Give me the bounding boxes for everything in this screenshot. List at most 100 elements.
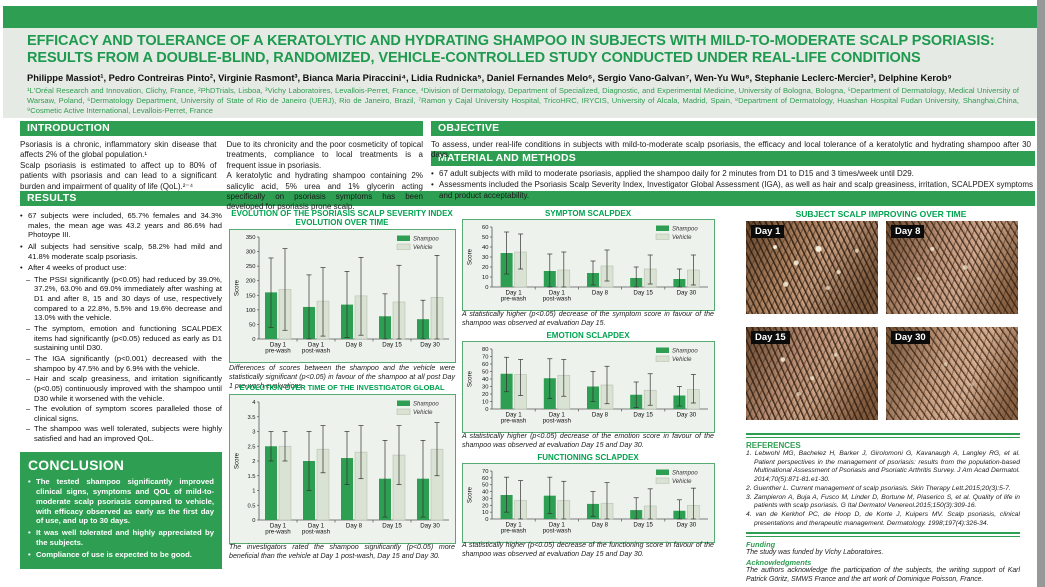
conclusion-box: CONCLUSION The tested shampoo significan… [20, 452, 222, 569]
svg-text:0: 0 [252, 337, 255, 343]
methods-bullets: 67 adult subjects with mild to moderate … [431, 169, 1033, 202]
divider [746, 532, 1020, 538]
scalp-photo-grid: Day 1 Day 8 Day 15 Day 30 [746, 221, 1018, 420]
introduction-text: Psoriasis is a chronic, inflammatory ski… [20, 140, 423, 213]
svg-text:Vehicle: Vehicle [413, 410, 433, 416]
svg-text:Score: Score [234, 279, 241, 296]
svg-text:post-wash: post-wash [302, 529, 331, 536]
svg-text:2.5: 2.5 [247, 444, 255, 450]
svg-text:post-wash: post-wash [543, 296, 572, 303]
svg-text:Day 1: Day 1 [549, 522, 566, 529]
functioning-chart-panel: 0 10 20 30 40 50 60 70 Score Day 1 pre-wash Day 1 po… [462, 463, 715, 543]
svg-text:80: 80 [482, 347, 488, 353]
svg-text:0: 0 [252, 518, 255, 524]
svg-text:20: 20 [482, 392, 488, 398]
svg-text:30: 30 [482, 255, 488, 261]
svg-text:40: 40 [482, 245, 488, 251]
svg-text:Day 1: Day 1 [506, 412, 523, 419]
references-heading: REFERENCES [746, 441, 801, 450]
svg-text:Shampoo: Shampoo [672, 471, 698, 477]
iga-chart-caption: The investigators rated the shampoo sign… [229, 543, 455, 561]
svg-text:pre-wash: pre-wash [265, 348, 291, 355]
pssi-chart-title: EVOLUTION OF THE PSORIASIS SCALP SEVERIT… [231, 209, 453, 228]
iga-chart-panel: 0 0.5 1 1.5 2 2.5 3 3.5 4 Score Day 1 pre-wash Day 1… [229, 394, 456, 544]
svg-text:Day 15: Day 15 [633, 522, 653, 529]
symptom-chart-panel: 0 10 20 30 40 50 60 Score Day 1 pre-wash Day 1 post… [462, 219, 715, 311]
svg-text:0.5: 0.5 [247, 503, 255, 509]
emotion-chart-panel: 0 10 20 30 40 50 60 70 80 Score Day 1 pre-wash Day 1… [462, 341, 715, 433]
svg-text:30: 30 [482, 496, 488, 502]
reference-item: 3. Zampieron A, Buja A, Fusco M, Linder … [746, 493, 1020, 510]
svg-text:Shampoo: Shampoo [672, 349, 698, 355]
svg-text:Score: Score [467, 370, 474, 387]
objective-text: To assess, under real-life conditions in… [431, 140, 1031, 160]
svg-text:Vehicle: Vehicle [672, 479, 692, 485]
funding-text: The study was funded by Vichy Laboratoir… [746, 549, 884, 557]
scalp-photo-day-30: Day 30 [886, 327, 1018, 420]
pssi-chart-caption: Differences of scores between the shampo… [229, 364, 455, 391]
svg-text:4: 4 [252, 400, 256, 406]
top-green-band [3, 6, 1037, 28]
results-bullet: 67 subjects were included, 65.7% females… [20, 211, 222, 240]
svg-text:Day 15: Day 15 [382, 523, 402, 530]
functioning-chart-title: FUNCTIONING SCLAPDEX [537, 453, 639, 462]
affiliations: ¹L'Oréal Research and Innovation, Clichy… [27, 85, 1019, 115]
svg-text:Day 1: Day 1 [506, 290, 523, 297]
divider [746, 433, 1020, 438]
svg-text:Day 8: Day 8 [346, 342, 363, 349]
svg-text:300: 300 [246, 250, 256, 256]
svg-text:Day 1: Day 1 [549, 412, 566, 419]
funding-heading: Funding [746, 540, 776, 550]
svg-text:pre-wash: pre-wash [501, 296, 527, 303]
svg-text:60: 60 [482, 362, 488, 368]
references-block: REFERENCES 1. Lebwohl MG, Bachelez H, Ba… [746, 433, 1020, 585]
results-bullet: After 4 weeks of product use: [20, 263, 222, 273]
svg-text:50: 50 [482, 483, 488, 489]
svg-text:250: 250 [246, 264, 256, 270]
svg-text:Day 30: Day 30 [677, 522, 697, 529]
photo-label: Day 30 [891, 331, 930, 344]
svg-text:3.5: 3.5 [247, 415, 255, 421]
svg-text:10: 10 [482, 510, 488, 516]
scalp-photo-day-8: Day 8 [886, 221, 1018, 314]
svg-text:60: 60 [482, 476, 488, 482]
svg-text:50: 50 [482, 235, 488, 241]
reference-item: 2. Guenther L. Current management of sca… [746, 484, 1011, 492]
results-text-column: 67 subjects were included, 65.7% females… [20, 211, 222, 445]
svg-text:Vehicle: Vehicle [413, 245, 433, 251]
results-sub-bullet: Hair and scalp greasiness, and irritatio… [20, 374, 222, 403]
intro-paragraph: Psoriasis is a chronic, inflammatory ski… [20, 140, 217, 160]
svg-text:30: 30 [482, 385, 488, 391]
emotion-chart-title: EMOTION SCLAPDEX [546, 331, 630, 340]
methods-bullet: 67 adult subjects with mild to moderate … [431, 169, 1033, 180]
svg-text:post-wash: post-wash [543, 528, 572, 535]
svg-text:0: 0 [485, 285, 488, 291]
svg-text:Day 1: Day 1 [506, 522, 523, 529]
symptom-chart-caption: A statistically higher (p<0.05) decrease… [462, 310, 714, 328]
svg-text:50: 50 [249, 322, 255, 328]
svg-text:Vehicle: Vehicle [672, 235, 692, 241]
acknowledgments-text: The authors acknowledge the participatio… [746, 567, 1020, 584]
svg-text:60: 60 [482, 225, 488, 231]
svg-text:Shampoo: Shampoo [413, 237, 439, 243]
svg-text:1.5: 1.5 [247, 474, 255, 480]
intro-paragraph: Scalp psoriasis is estimated to affect u… [20, 160, 217, 191]
svg-text:pre-wash: pre-wash [501, 418, 527, 425]
svg-text:Day 15: Day 15 [382, 342, 402, 349]
svg-text:0: 0 [485, 407, 488, 413]
svg-text:70: 70 [482, 355, 488, 361]
intro-paragraph: Due to its chronicity and the poor cosme… [226, 140, 424, 170]
svg-text:0: 0 [485, 517, 488, 523]
svg-text:Day 1: Day 1 [308, 342, 325, 349]
svg-text:post-wash: post-wash [302, 348, 331, 355]
svg-text:Vehicle: Vehicle [672, 357, 692, 363]
svg-text:pre-wash: pre-wash [501, 528, 527, 535]
svg-text:Day 30: Day 30 [420, 523, 440, 530]
emotion-chart-caption: A statistically higher (p<0.05) decrease… [462, 432, 714, 450]
svg-text:Day 8: Day 8 [592, 412, 609, 419]
photo-label: Day 1 [751, 225, 785, 238]
results-bullet: All subjects had sensitive scalp, 58.2% … [20, 242, 222, 261]
